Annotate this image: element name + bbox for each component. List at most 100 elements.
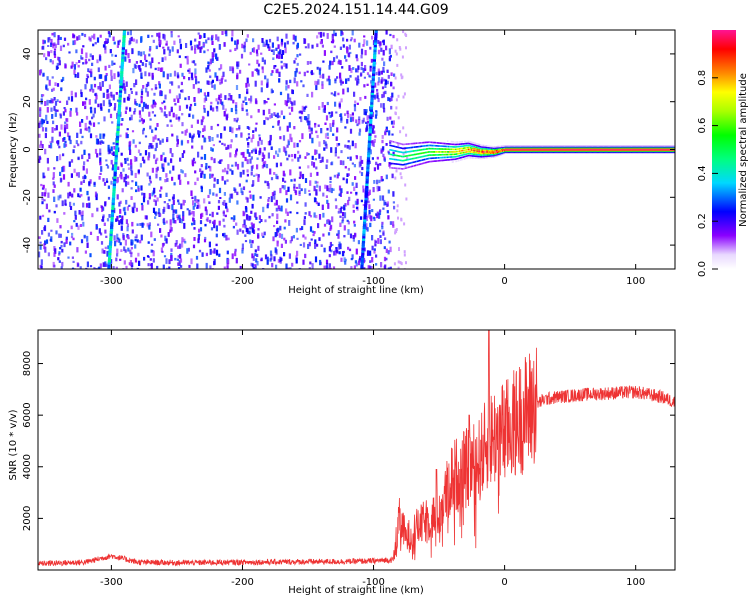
spectrogram-cell (58, 100, 62, 103)
spectrogram-carrier-cell (578, 146, 580, 148)
spectrogram-cell (177, 255, 180, 258)
spectrogram-cell (138, 103, 141, 108)
spectrogram-cell (75, 49, 78, 54)
spectrogram-carrier-cell (395, 141, 397, 144)
spectrogram-cell (227, 164, 230, 170)
spectrogram-carrier-cell (608, 146, 610, 149)
spectrogram-carrier-cell (393, 158, 396, 161)
spectrogram-carrier-cell (433, 151, 435, 153)
spectrogram-cell (39, 215, 42, 220)
spectrogram-cell (369, 250, 372, 256)
spectrogram-carrier-cell (549, 147, 552, 150)
spectrogram-cell (102, 100, 105, 107)
spectrogram-carrier-cell (547, 145, 549, 147)
spectrogram-stripe-cell (121, 53, 125, 57)
spectrogram-carrier-cell (407, 143, 409, 145)
spectrogram-cell (245, 109, 248, 112)
spectrogram-carrier-cell (411, 142, 413, 145)
spectrogram-carrier-cell (440, 145, 442, 147)
spectrogram-cell (377, 238, 380, 244)
spectrogram-cell (38, 236, 41, 239)
spectrogram-cell (204, 236, 207, 240)
spectrogram-carrier-cell (411, 146, 413, 149)
spectrogram-carrier-cell (392, 141, 395, 143)
spectrogram-cell (222, 71, 225, 77)
spectrogram-cell (80, 89, 83, 94)
spectrogram-carrier-cell (520, 147, 522, 150)
spectrogram-cell (386, 203, 389, 207)
spectrogram-cell (269, 135, 272, 141)
spectrogram-cell (151, 35, 154, 38)
spectrogram-cell (304, 236, 307, 240)
spectrogram-carrier-cell (565, 149, 567, 152)
spectrogram-carrier-cell (593, 150, 596, 153)
spectrogram-cell (356, 102, 359, 105)
spectrogram-carrier-cell (395, 167, 397, 170)
spectrogram-carrier-cell (601, 149, 603, 152)
spectrogram-carrier-cell (502, 146, 504, 148)
spectrogram-cell (291, 106, 294, 112)
spectrogram-carrier-cell (482, 144, 485, 147)
spectrogram-carrier-cell (506, 148, 508, 151)
spectrogram-carrier-cell (620, 147, 622, 150)
spectrogram-cell (254, 264, 257, 267)
spectrogram-cell (178, 267, 181, 269)
spectrogram-cell (339, 72, 342, 79)
spectrogram-cell (106, 93, 109, 100)
spectrogram-cell (280, 41, 283, 47)
spectrogram-cell (375, 254, 378, 258)
spectrogram-carrier-cell (501, 145, 503, 148)
spectrogram-stripe-cell (118, 94, 122, 98)
spectrogram-carrier-cell (570, 146, 573, 149)
spectrogram-cell (139, 114, 142, 119)
spectrogram-carrier-cell (404, 163, 407, 165)
spectrogram-carrier-cell (580, 148, 582, 151)
spectrogram-cell (277, 120, 280, 124)
spectrogram-cell (311, 91, 314, 98)
spectrogram-cell (266, 78, 269, 83)
spectrogram-carrier-cell (602, 148, 604, 151)
spectrogram-cell (342, 177, 345, 181)
spectrogram-cell (248, 98, 251, 101)
spectrogram-carrier-cell (586, 146, 588, 148)
spectrogram-cell (292, 235, 295, 239)
spectrogram-carrier-cell (531, 146, 533, 149)
spectrogram-carrier-cell (528, 146, 530, 149)
spectrogram-cell (333, 174, 336, 178)
spectrogram-cell (365, 121, 368, 124)
spectrogram-cell (126, 223, 129, 227)
spectrogram-carrier-cell (490, 153, 492, 156)
spectrogram-cell (397, 143, 400, 147)
spectrogram-cell (366, 250, 370, 256)
spectrogram-carrier-cell (536, 145, 538, 147)
spectrogram-carrier-cell (601, 152, 603, 154)
spectrogram-carrier-cell (470, 145, 472, 147)
spectrogram-cell (148, 72, 151, 77)
spectrogram-carrier-cell (510, 146, 512, 149)
spectrogram-carrier-cell (458, 150, 460, 153)
spectrogram-cell (328, 187, 331, 193)
spectrogram-cell (47, 51, 50, 57)
spectrogram-cell (220, 133, 223, 139)
spectrogram-cell (70, 90, 73, 96)
spectrogram-cell (215, 98, 218, 102)
spectrogram-cell (158, 81, 161, 86)
spectrogram-carrier-cell (614, 149, 616, 152)
spectrogram-carrier-cell (509, 148, 511, 151)
spectrogram-cell (348, 145, 351, 150)
spectrogram-carrier-cell (454, 146, 456, 148)
spectrogram-cell (403, 222, 406, 226)
spectrogram-cell (347, 229, 350, 235)
spectrogram-cell (69, 206, 73, 210)
spectrogram-cell (72, 202, 75, 206)
spectrogram-carrier-cell (403, 151, 406, 154)
spectrogram-cell (325, 259, 329, 265)
spectrogram-cell (89, 265, 93, 268)
spectrogram-cell (257, 245, 260, 251)
spectrogram-cell (381, 57, 384, 61)
spectrogram-cell (113, 235, 116, 241)
spectrogram-cell (336, 127, 339, 133)
spectrogram-carrier-cell (621, 152, 623, 154)
spectrogram-carrier-cell (393, 141, 396, 143)
spectrogram-cell (179, 243, 182, 249)
